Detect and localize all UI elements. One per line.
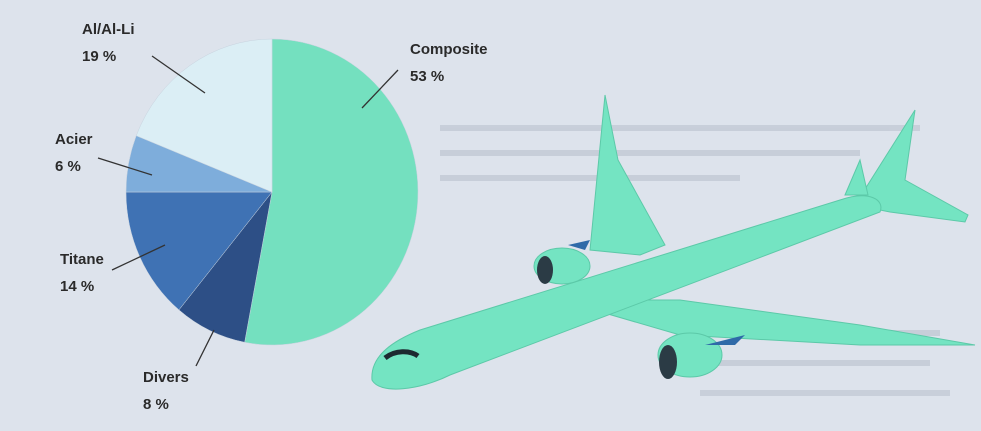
value-label: 6 % [55, 158, 81, 175]
engine-intake [537, 256, 553, 284]
value-label: 8 % [143, 396, 169, 413]
cockpit-window [383, 349, 420, 361]
leader-line [361, 69, 399, 109]
slice-label: Al/Al-Li [82, 21, 135, 38]
value-label: 19 % [82, 48, 116, 65]
value-label: 14 % [60, 278, 94, 295]
wing-detail [568, 240, 590, 250]
pie-slice [135, 38, 273, 193]
slice-label: Composite [410, 41, 488, 58]
pie [125, 38, 419, 346]
slice-label: Acier [55, 131, 93, 148]
slice-label: Titane [60, 251, 104, 268]
leader-line [195, 329, 215, 367]
value-label: 53 % [410, 68, 444, 85]
engine-intake [659, 345, 677, 379]
leader-line [151, 55, 206, 94]
wing-detail [705, 335, 745, 345]
slice-label: Divers [143, 369, 189, 386]
leader-line [111, 244, 166, 271]
leader-line [97, 157, 153, 176]
pie-slice [244, 38, 419, 346]
